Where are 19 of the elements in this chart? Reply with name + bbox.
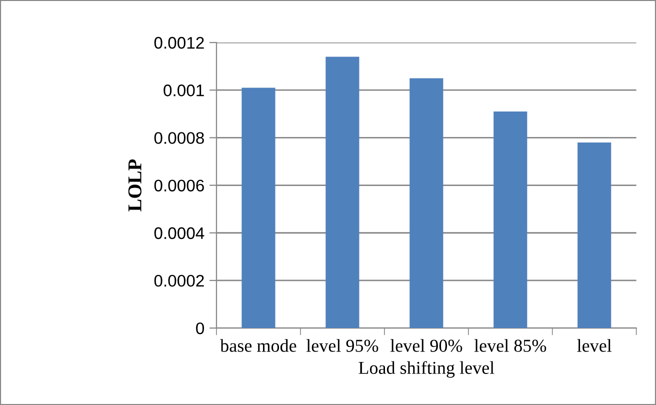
y-tick-label: 0.0002 bbox=[154, 274, 204, 287]
y-tick-label: 0.0006 bbox=[154, 180, 204, 192]
bar bbox=[326, 56, 360, 328]
y-tick-label: 0 bbox=[196, 322, 204, 334]
y-tick-label: 0.0012 bbox=[154, 36, 204, 49]
x-tick-label: level 85% bbox=[474, 339, 546, 352]
y-tick-label: 0.0004 bbox=[154, 227, 204, 240]
y-tick-label: 0.0008 bbox=[154, 132, 204, 144]
bar bbox=[494, 112, 528, 328]
x-tick-label: level 90% bbox=[390, 339, 462, 352]
x-tick-label: level 95% bbox=[306, 339, 378, 352]
y-axis-title: LOLP bbox=[128, 159, 142, 212]
bar bbox=[410, 78, 444, 328]
x-axis-title: Load shifting level bbox=[358, 361, 494, 378]
x-tick-label: level bbox=[577, 339, 612, 352]
y-tick-label: 0.001 bbox=[164, 84, 204, 96]
bar bbox=[578, 142, 612, 328]
bar bbox=[242, 88, 276, 328]
x-tick-label: base mode bbox=[220, 339, 296, 352]
